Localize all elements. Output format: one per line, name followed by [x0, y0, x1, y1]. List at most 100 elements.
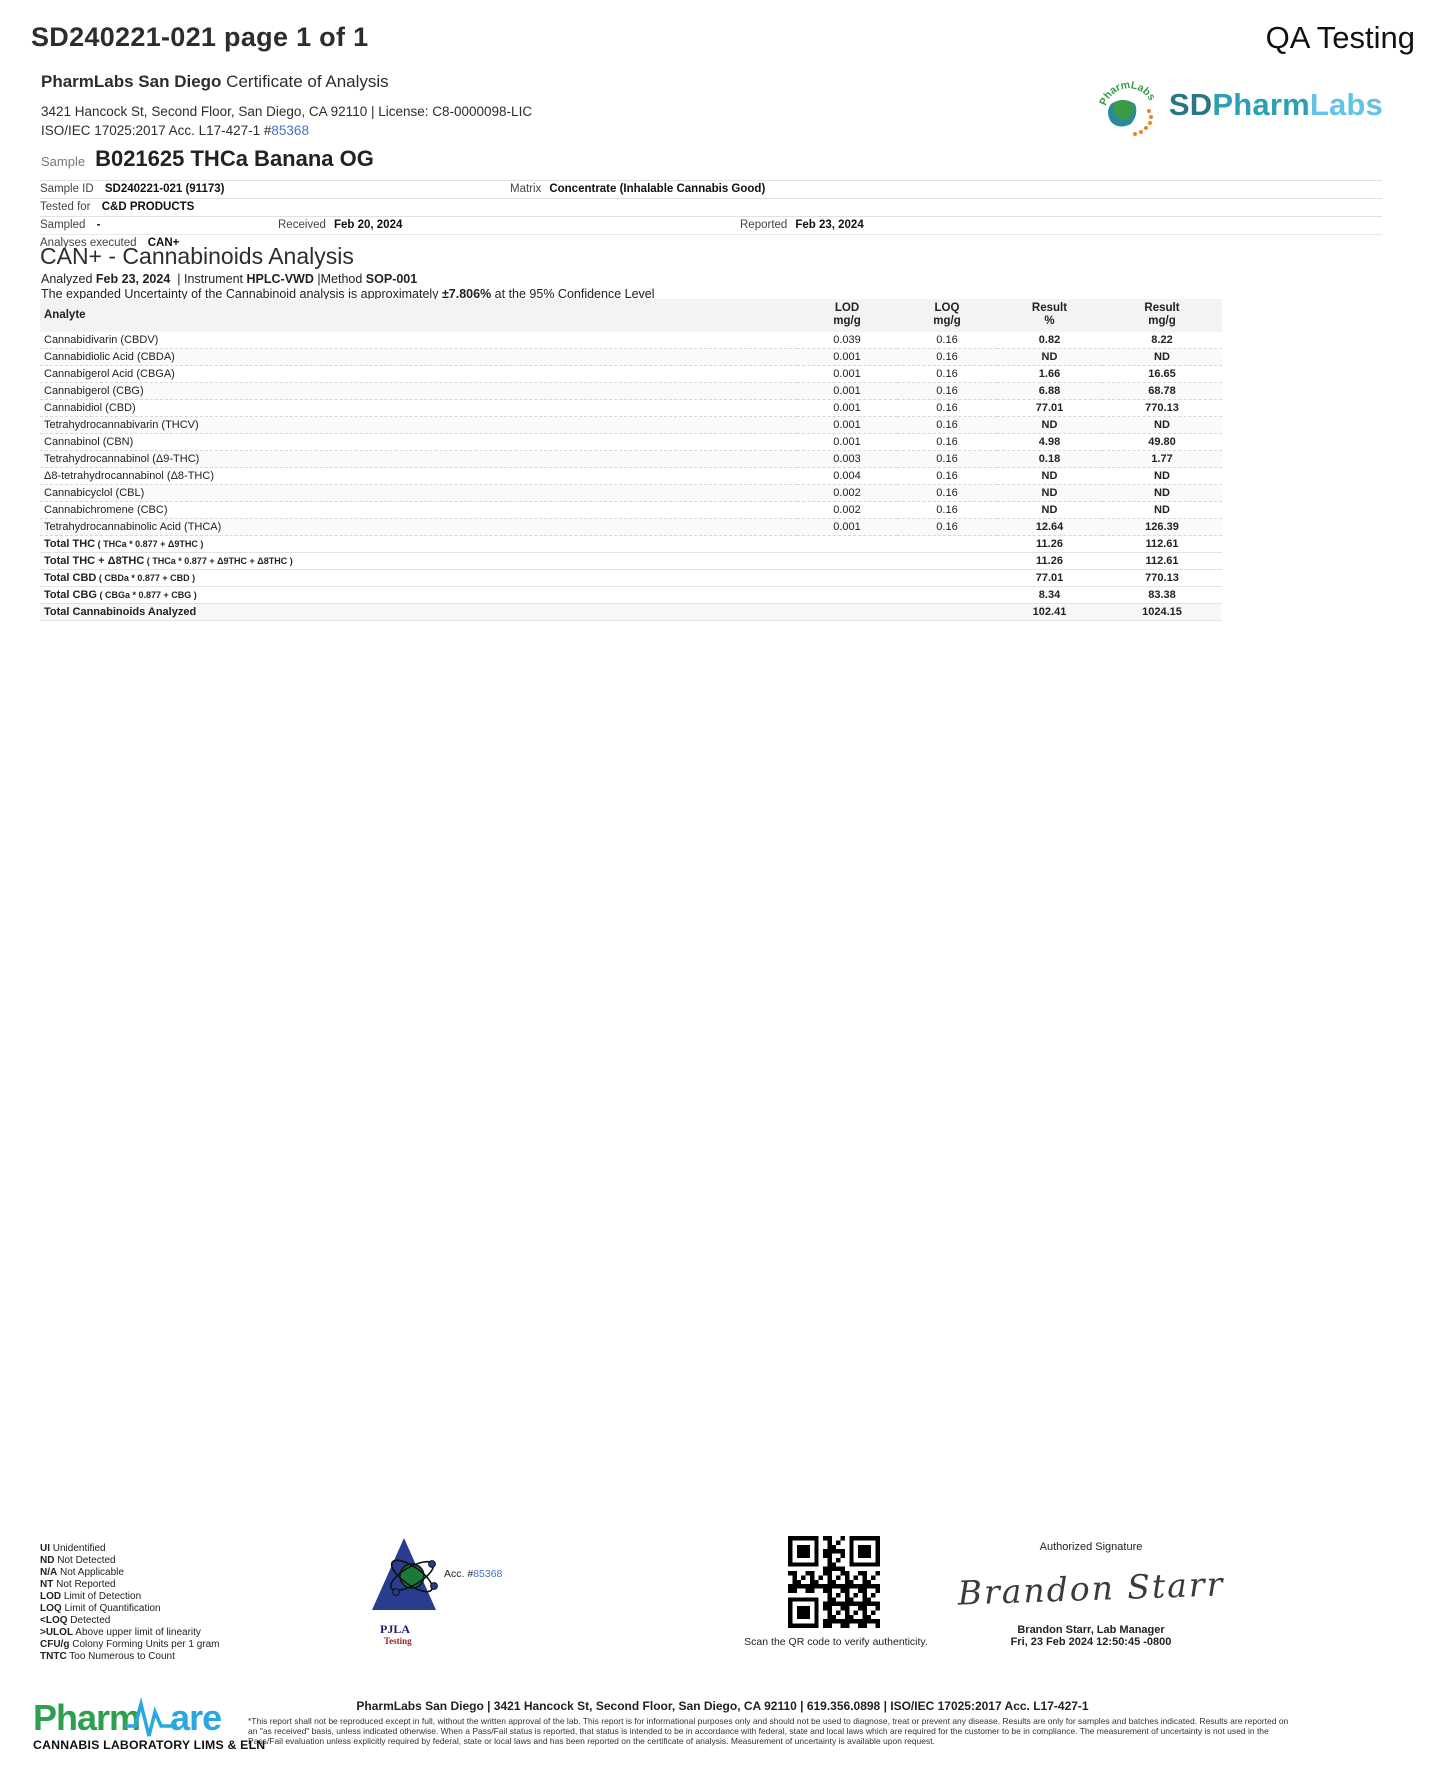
result-mgg-value: 8.22	[1102, 332, 1222, 350]
result-mgg-value: 68.78	[1102, 382, 1222, 401]
lod-value: 0.003	[797, 450, 897, 469]
result-mgg-value: ND	[1102, 484, 1222, 503]
total-pct-value: 77.01	[997, 569, 1102, 588]
sample-id-value: SD240221-021 (91173)	[104, 183, 225, 195]
lod-value: 0.001	[797, 433, 897, 452]
loq-value: 0.16	[897, 382, 997, 401]
analyte-name: Cannabicyclol (CBL)	[40, 484, 797, 503]
info-row-tested-for: Tested for C&D PRODUCTS	[40, 198, 1382, 216]
lod-value: 0.002	[797, 484, 897, 503]
loq-value: 0.16	[897, 365, 997, 384]
table-row: Tetrahydrocannabivarin (THCV) 0.001 0.16 ND…	[40, 416, 1222, 435]
signature-script: Brandon Starr	[957, 1564, 1225, 1613]
brand-labs-text: Labs	[1309, 87, 1383, 122]
cannabinoids-table: Analyte LOD mg/g LOQ mg/g Result% Result mg…	[40, 299, 1222, 622]
lod-value: 0.002	[797, 501, 897, 520]
loq-value	[897, 586, 997, 605]
accreditation-number-link[interactable]: 85368	[271, 122, 309, 138]
total-label: Total Cannabinoids Analyzed	[40, 603, 797, 622]
table-row: Cannabinol (CBN) 0.001 0.16 4.98 49.80	[40, 433, 1222, 452]
result-mgg-value: ND	[1102, 416, 1222, 435]
table-row: Δ8-tetrahydrocannabinol (Δ8-THC) 0.004 0.1…	[40, 467, 1222, 486]
result-pct-value: ND	[997, 416, 1102, 435]
sdpharmlabs-wordmark: SDPharmLabs	[1169, 87, 1383, 123]
pjla-name-text: PJLA	[380, 1622, 410, 1636]
qr-code-icon	[788, 1536, 880, 1628]
total-pct-value: 8.34	[997, 586, 1102, 605]
total-label: Total CBG ( CBGa * 0.877 + CBG )	[40, 586, 797, 605]
pjla-acc-number: Acc. #85368	[444, 1568, 502, 1580]
total-mgg-value: 112.61	[1102, 535, 1222, 554]
result-pct-value: 0.18	[997, 450, 1102, 469]
brand-sd-text: SD	[1168, 87, 1213, 122]
info-row-analyses: Analyses executed CAN+	[40, 234, 1382, 252]
result-pct-value: 0.82	[997, 332, 1102, 350]
result-pct-value: 1.66	[997, 365, 1102, 384]
pharmware-pharm-text: Pharm	[33, 1697, 141, 1738]
lod-value: 0.001	[797, 382, 897, 401]
instrument-value: HPLC-VWD	[246, 272, 314, 286]
result-mgg-value: 16.65	[1102, 365, 1222, 384]
legend-item: LOQ Limit of Quantification	[40, 1603, 161, 1614]
result-mgg-value: ND	[1102, 348, 1222, 367]
pulse-line-icon	[125, 1697, 177, 1737]
lod-value	[797, 586, 897, 605]
analyte-table-body: Cannabidivarin (CBDV) 0.039 0.16 0.82 8.22 Ca…	[40, 332, 1222, 622]
header-result-pct: Result%	[997, 299, 1102, 333]
loq-value	[897, 535, 997, 554]
lod-value	[797, 535, 897, 554]
lab-name: PharmLabs San Diego	[41, 72, 222, 91]
uncertainty-suffix: at the 95% Confidence Level	[491, 287, 655, 301]
method-label: Method	[320, 272, 363, 286]
analyte-name: Cannabidivarin (CBDV)	[40, 332, 797, 350]
legend-item: >ULOL Above upper limit of linearity	[40, 1627, 201, 1638]
analyte-name: Cannabinol (CBN)	[40, 433, 797, 452]
pjla-logo-icon	[372, 1538, 438, 1610]
matrix-label: Matrix	[510, 183, 542, 195]
loq-value	[897, 552, 997, 571]
loq-value: 0.16	[897, 348, 997, 367]
total-row: Total CBG ( CBGa * 0.877 + CBG ) 8.34 83.3…	[40, 586, 1222, 605]
iso-accreditation-text: ISO/IEC 17025:2017 Acc. L17-427-1 #	[41, 122, 272, 138]
analyte-name: Tetrahydrocannabinol (Δ9-THC)	[40, 450, 797, 469]
pjla-acc-link[interactable]: 85368	[473, 1568, 503, 1580]
analyte-name: Tetrahydrocannabinolic Acid (THCA)	[40, 518, 797, 537]
disclaimer-line-2: an "as received" basis, unless indicated…	[248, 1726, 1269, 1737]
uncertainty-value: ±7.806%	[441, 287, 492, 301]
analyses-executed-label: Analyses executed	[40, 237, 137, 249]
lod-value	[797, 552, 897, 571]
instrument-label: Instrument	[183, 272, 244, 286]
signature-date-line: Fri, 23 Feb 2024 12:50:45 -0800	[1010, 1636, 1172, 1648]
footer-contact-line: PharmLabs San Diego | 3421 Hancock St, S…	[356, 1699, 1089, 1713]
analyte-name: Tetrahydrocannabivarin (THCV)	[40, 416, 797, 435]
pjla-accreditation-block: Acc. #85368 PJLA Testing	[366, 1536, 566, 1646]
analyte-name: Cannabigerol Acid (CBGA)	[40, 365, 797, 384]
table-row: Cannabigerol Acid (CBGA) 0.001 0.16 1.66 16.…	[40, 365, 1222, 384]
table-row: Cannabidivarin (CBDV) 0.039 0.16 0.82 8.22	[40, 332, 1222, 350]
legend: UI Unidentified ND Not Detected N/A Not Ap…	[40, 1543, 220, 1663]
disclaimer-line-1: *This report shall not be reproduced exc…	[248, 1716, 1289, 1726]
result-mgg-value: 49.80	[1102, 433, 1222, 452]
received-label: Received	[278, 219, 326, 231]
result-mgg-value: 126.39	[1102, 518, 1222, 537]
legend-item: N/A Not Applicable	[40, 1567, 124, 1578]
lod-value: 0.004	[797, 467, 897, 486]
separator: |	[177, 272, 181, 286]
analysis-meta-line: Analyzed Feb 23, 2024 | Instrument HPLC-…	[41, 272, 417, 286]
result-pct-value: ND	[997, 348, 1102, 367]
result-mgg-value: ND	[1102, 501, 1222, 520]
result-pct-value: 77.01	[997, 399, 1102, 418]
analyses-executed-value: CAN+	[147, 237, 180, 249]
result-pct-value: ND	[997, 467, 1102, 486]
sdpharmlabs-emblem-icon: PharmLabs	[1097, 79, 1158, 136]
total-mgg-value: 112.61	[1102, 552, 1222, 571]
total-label: Total THC ( THCa * 0.877 + Δ9THC )	[40, 535, 797, 554]
signer-name-line: Brandon Starr, Lab Manager	[1017, 1624, 1165, 1636]
lab-iso-line: ISO/IEC 17025:2017 Acc. L17-427-1 #85368	[41, 122, 532, 141]
total-pct-value: 11.26	[997, 552, 1102, 571]
uncertainty-statement: The expanded Uncertainty of the Cannabin…	[41, 287, 655, 301]
separator: |	[317, 272, 321, 286]
document-title: SD240221-021 page 1 of 1	[31, 22, 369, 52]
analyte-name: Cannabigerol (CBG)	[40, 382, 797, 401]
loq-value: 0.16	[897, 416, 997, 435]
